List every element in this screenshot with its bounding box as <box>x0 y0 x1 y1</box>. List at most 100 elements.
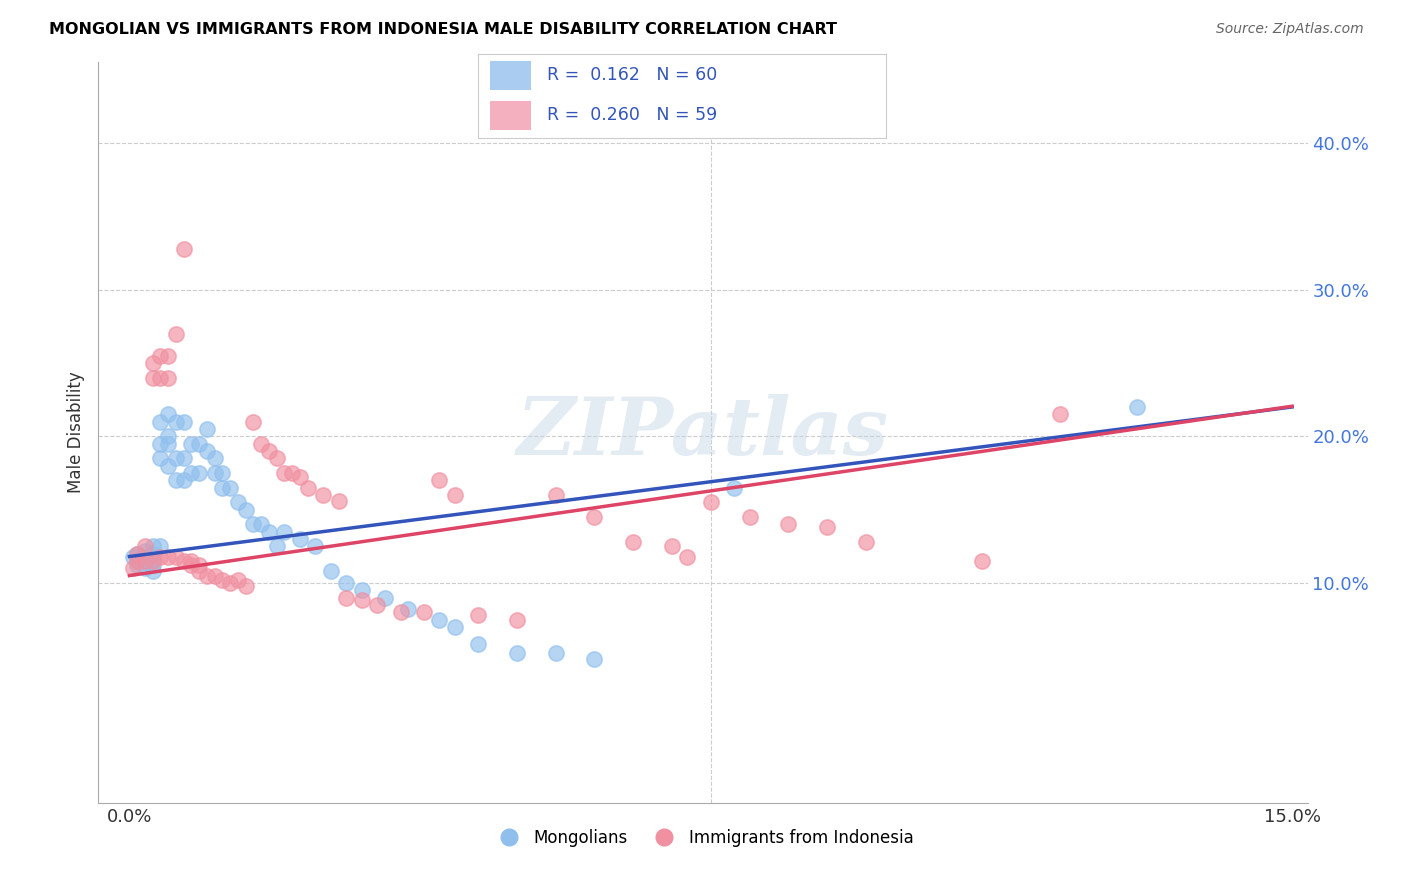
Point <box>204 451 226 466</box>
Point <box>142 564 165 578</box>
Point <box>127 554 149 568</box>
Point <box>250 517 273 532</box>
Point <box>180 436 202 450</box>
Point <box>778 517 800 532</box>
Point <box>180 466 202 480</box>
Point <box>350 583 373 598</box>
Point <box>661 539 683 553</box>
Point <box>188 466 211 480</box>
Text: R =  0.260   N = 59: R = 0.260 N = 59 <box>547 105 717 123</box>
Point <box>134 554 156 568</box>
Point <box>242 415 264 429</box>
Point <box>250 436 273 450</box>
Point <box>122 549 145 564</box>
Point <box>444 620 467 634</box>
Point <box>855 534 877 549</box>
Point <box>312 488 335 502</box>
Text: ZIPatlas: ZIPatlas <box>517 394 889 471</box>
Point <box>350 593 373 607</box>
Point <box>149 349 172 363</box>
Point <box>304 539 326 553</box>
Text: MONGOLIAN VS IMMIGRANTS FROM INDONESIA MALE DISABILITY CORRELATION CHART: MONGOLIAN VS IMMIGRANTS FROM INDONESIA M… <box>49 22 837 37</box>
Point <box>467 608 489 623</box>
Point <box>142 558 165 573</box>
Point <box>134 555 156 569</box>
Point <box>273 524 295 539</box>
Point <box>173 242 195 256</box>
Point <box>319 564 342 578</box>
Point <box>188 564 211 578</box>
Point <box>335 591 357 605</box>
Point <box>288 470 311 484</box>
Point <box>621 534 644 549</box>
Point <box>226 573 249 587</box>
Point <box>366 598 388 612</box>
Point <box>149 370 172 384</box>
Point <box>219 481 242 495</box>
Point <box>335 575 357 590</box>
Point <box>429 473 451 487</box>
Text: R =  0.162   N = 60: R = 0.162 N = 60 <box>547 66 717 84</box>
Point <box>134 539 156 553</box>
Point <box>173 451 195 466</box>
Point <box>149 549 172 564</box>
Point <box>235 502 257 516</box>
Point <box>157 349 180 363</box>
Point <box>122 561 145 575</box>
Point <box>429 613 451 627</box>
Point <box>398 602 420 616</box>
Point <box>149 539 172 553</box>
Point <box>157 549 180 564</box>
Point <box>506 613 529 627</box>
Point <box>281 466 304 480</box>
Point <box>970 554 993 568</box>
Point <box>266 539 288 553</box>
Point <box>413 605 436 619</box>
Point <box>257 524 280 539</box>
Point <box>738 510 761 524</box>
Point <box>374 591 396 605</box>
Point <box>297 481 319 495</box>
Point <box>142 552 165 566</box>
Point <box>226 495 249 509</box>
Point <box>1049 407 1071 421</box>
Point <box>195 444 218 458</box>
Point <box>506 646 529 660</box>
Point <box>211 466 233 480</box>
Point <box>219 575 242 590</box>
Point <box>328 493 350 508</box>
Point <box>583 510 606 524</box>
Point <box>204 466 226 480</box>
Point <box>134 543 156 558</box>
Point <box>157 436 180 450</box>
Point <box>134 561 156 575</box>
Point <box>165 415 187 429</box>
Point <box>165 549 187 564</box>
Point <box>544 488 567 502</box>
Point <box>127 547 149 561</box>
Point <box>204 568 226 582</box>
Point <box>544 646 567 660</box>
Point <box>467 637 489 651</box>
Point <box>142 370 165 384</box>
Point <box>127 547 149 561</box>
Point <box>288 532 311 546</box>
Point <box>142 356 165 370</box>
Point <box>583 652 606 666</box>
Point <box>273 466 295 480</box>
Point <box>157 458 180 473</box>
Point <box>173 554 195 568</box>
Point <box>676 549 699 564</box>
Point <box>266 451 288 466</box>
Point <box>188 558 211 573</box>
Point <box>142 547 165 561</box>
Bar <box>491 62 531 90</box>
Point <box>157 407 180 421</box>
Point <box>444 488 467 502</box>
Point <box>195 422 218 436</box>
Point <box>173 473 195 487</box>
Point <box>242 517 264 532</box>
Point <box>723 481 745 495</box>
Point <box>142 539 165 553</box>
Text: Source: ZipAtlas.com: Source: ZipAtlas.com <box>1216 22 1364 37</box>
